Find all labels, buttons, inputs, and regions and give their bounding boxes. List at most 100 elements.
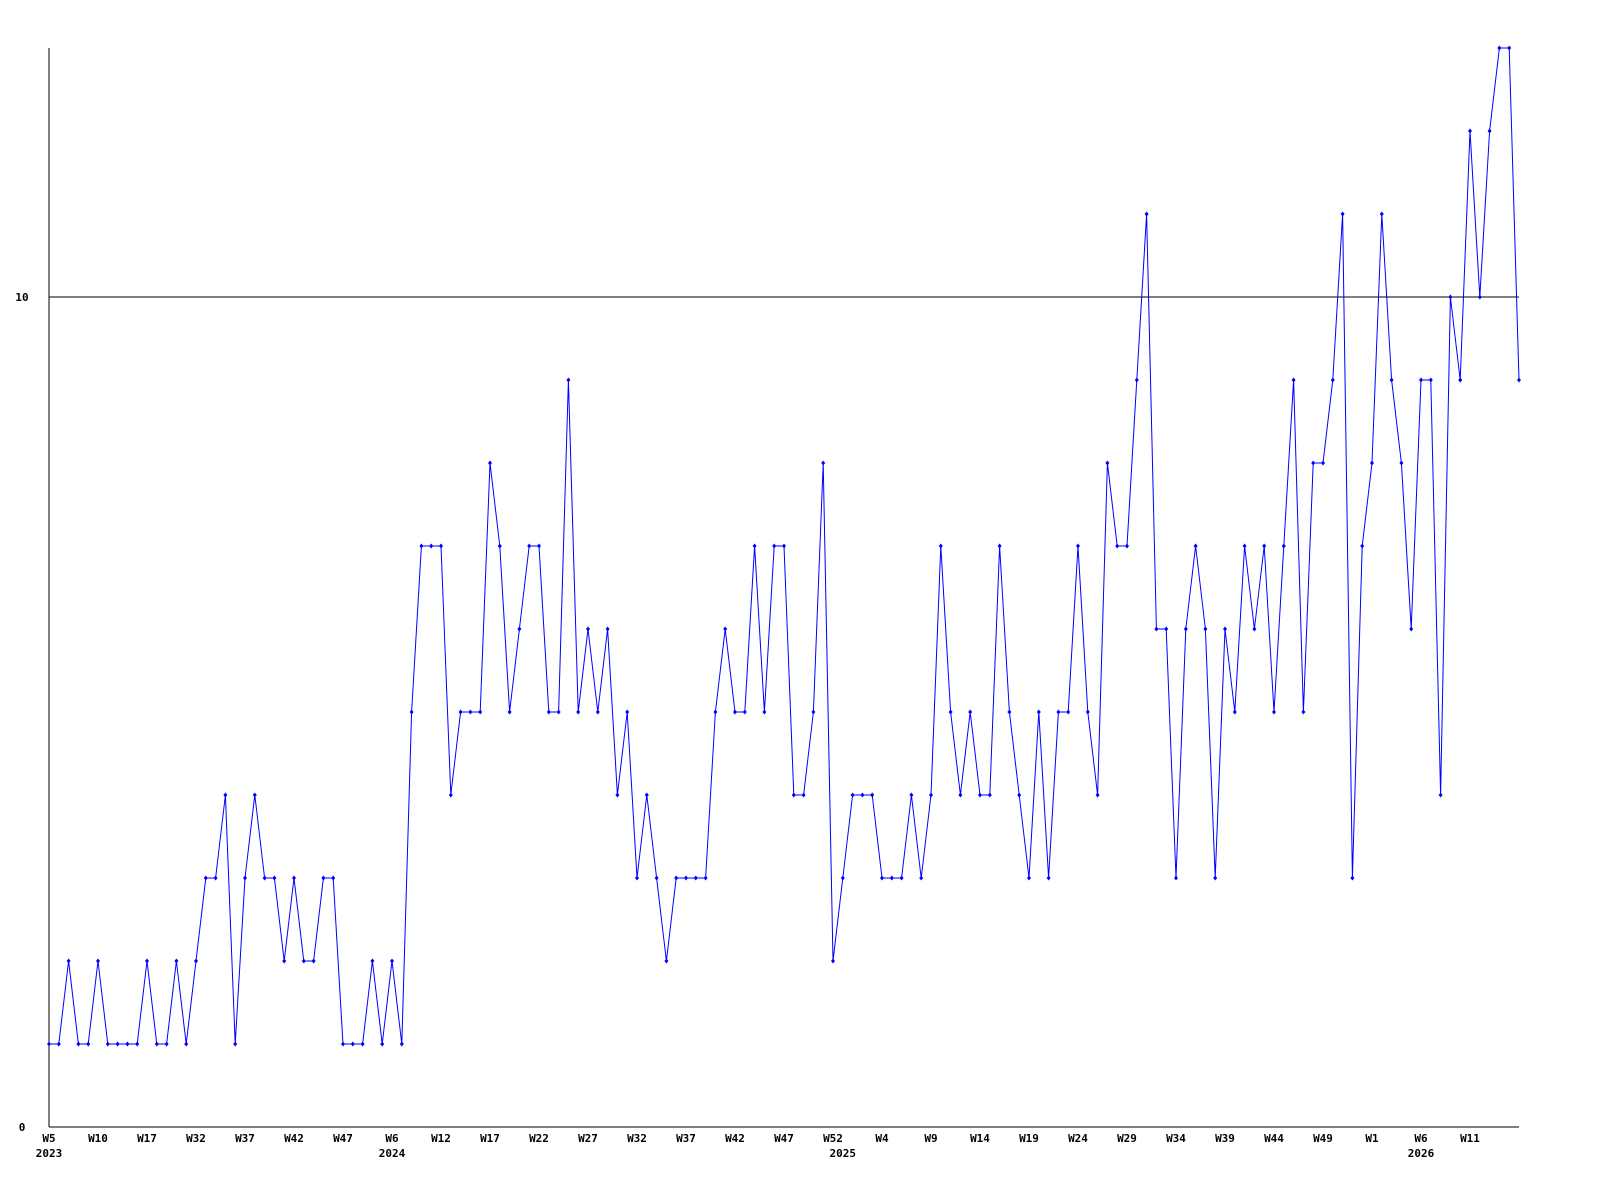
data-point xyxy=(899,875,904,881)
x-tick-label: W5 xyxy=(42,1132,55,1145)
data-point xyxy=(880,875,884,881)
x-tick-label: W14 xyxy=(970,1132,990,1145)
data-point xyxy=(1281,543,1286,549)
data-point xyxy=(1448,294,1453,300)
data-point xyxy=(527,543,532,549)
data-point xyxy=(409,709,414,715)
data-point xyxy=(1517,377,1521,383)
data-point xyxy=(958,792,963,798)
data-point xyxy=(419,543,424,549)
data-point xyxy=(772,543,777,549)
data-point xyxy=(1262,543,1267,549)
data-point xyxy=(458,709,463,715)
data-point xyxy=(801,792,806,798)
data-point xyxy=(233,1041,238,1047)
data-point xyxy=(184,1041,189,1047)
data-point xyxy=(1056,709,1061,715)
data-point xyxy=(615,792,620,798)
data-point xyxy=(576,709,581,715)
data-point xyxy=(987,792,992,798)
data-point xyxy=(1428,377,1433,383)
x-tick-label: W17 xyxy=(480,1132,500,1145)
data-point xyxy=(1164,626,1169,632)
x-tick-label: W6 xyxy=(385,1132,399,1145)
x-tick-label: W32 xyxy=(186,1132,206,1145)
data-point xyxy=(360,1041,365,1047)
data-point xyxy=(350,1041,355,1047)
data-point xyxy=(105,1041,110,1047)
data-point xyxy=(742,709,747,715)
data-point xyxy=(684,875,688,881)
data-point xyxy=(1291,377,1296,383)
data-point xyxy=(1017,792,1022,798)
data-point xyxy=(997,543,1002,549)
data-point xyxy=(429,543,434,549)
x-tick-label: W49 xyxy=(1313,1132,1333,1145)
data-point xyxy=(1134,377,1139,383)
data-point xyxy=(331,875,336,881)
data-point xyxy=(76,1041,81,1047)
x-tick-label: W1 xyxy=(1365,1132,1379,1145)
data-point xyxy=(86,1041,91,1047)
data-point xyxy=(223,792,228,798)
data-point xyxy=(321,875,326,881)
data-point xyxy=(292,875,296,881)
data-point xyxy=(1076,543,1080,549)
data-point xyxy=(145,958,149,964)
data-point xyxy=(586,626,590,632)
x-tick-label: W42 xyxy=(725,1132,745,1145)
data-point xyxy=(850,792,855,798)
data-point xyxy=(1154,626,1159,632)
data-point xyxy=(1477,294,1482,300)
x-tick-label: W29 xyxy=(1117,1132,1137,1145)
data-point xyxy=(194,958,198,964)
data-point xyxy=(1252,626,1257,632)
x-tick-label: W39 xyxy=(1215,1132,1235,1145)
x-tick-label: W42 xyxy=(284,1132,304,1145)
data-point xyxy=(693,875,698,881)
data-point xyxy=(1036,709,1041,715)
data-point xyxy=(115,1041,120,1047)
data-point xyxy=(1007,709,1012,715)
data-point xyxy=(507,709,512,715)
data-point xyxy=(782,543,786,549)
data-point xyxy=(811,709,816,715)
data-point xyxy=(468,709,473,715)
data-point xyxy=(929,792,933,798)
data-point xyxy=(301,958,306,964)
data-point xyxy=(1027,875,1031,881)
data-point xyxy=(546,709,551,715)
data-point xyxy=(968,709,973,715)
data-point xyxy=(938,543,943,549)
data-point xyxy=(1321,460,1325,466)
data-point xyxy=(96,958,100,964)
x-tick-label: W11 xyxy=(1460,1132,1480,1145)
x-tick-label: W4 xyxy=(875,1132,889,1145)
data-point xyxy=(1125,543,1129,549)
data-point xyxy=(1232,709,1237,715)
data-point xyxy=(791,792,796,798)
x-tick-label: W19 xyxy=(1019,1132,1039,1145)
data-point xyxy=(1438,792,1443,798)
data-point xyxy=(203,875,208,881)
data-point xyxy=(605,626,610,632)
x-year-label: 2023 xyxy=(36,1147,63,1160)
data-point xyxy=(1144,211,1149,217)
data-point xyxy=(919,875,924,881)
data-point xyxy=(213,875,218,881)
data-point xyxy=(1350,875,1355,881)
data-point xyxy=(733,709,737,715)
data-point xyxy=(625,709,630,715)
data-point xyxy=(978,792,982,798)
data-point xyxy=(135,1041,140,1047)
data-point xyxy=(341,1041,345,1047)
data-point xyxy=(674,875,679,881)
data-point xyxy=(556,709,561,715)
x-tick-label: W52 xyxy=(823,1132,843,1145)
data-point xyxy=(1389,377,1394,383)
x-tick-label: W44 xyxy=(1264,1132,1284,1145)
data-point xyxy=(1379,211,1384,217)
data-point xyxy=(713,709,718,715)
data-point xyxy=(1203,626,1208,632)
